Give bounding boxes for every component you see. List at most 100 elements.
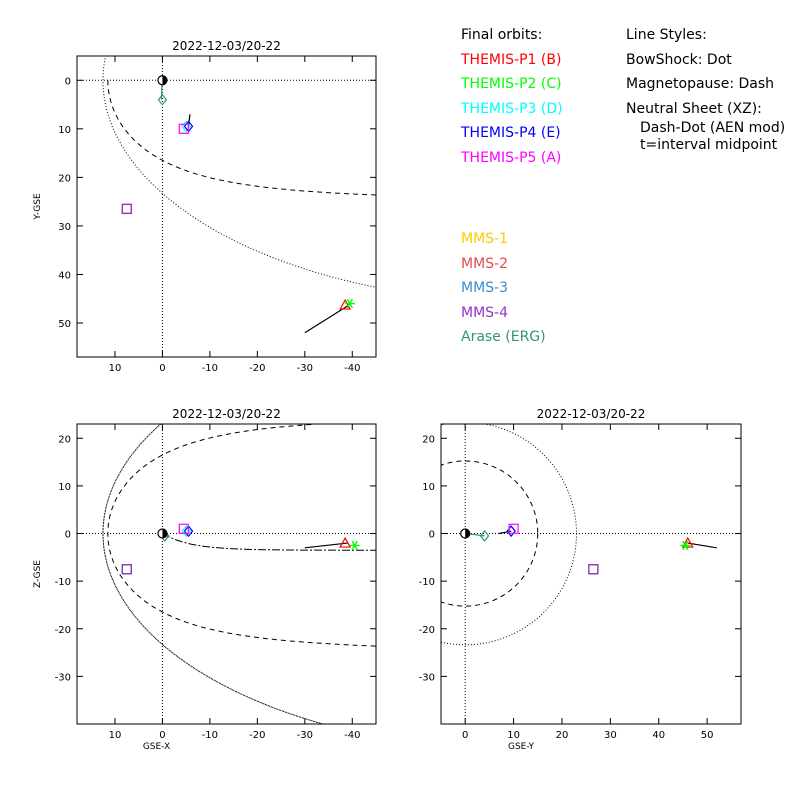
- marker-mms-4: [121, 564, 132, 575]
- x-tick-label: 30: [604, 730, 617, 741]
- marker-mms-1: [588, 564, 599, 575]
- y-tick-label: 0: [65, 530, 71, 541]
- marker-mms-2: [121, 564, 132, 575]
- neutral-sheet-dashdot: Dash-Dot (AEN mod): [640, 119, 786, 136]
- marker-mms-1: [121, 203, 132, 215]
- x-tick-label: -10: [202, 363, 218, 374]
- marker-themis-p2: [680, 540, 691, 551]
- y-tick-label: -30: [419, 672, 435, 683]
- panel-yz: 0 10 20 30 40 50 20 10 0 -10 -20 -30 2022-12-03/20-2…: [419, 407, 742, 752]
- earth-night-side: [465, 529, 470, 539]
- y-tick-label: 10: [58, 482, 71, 493]
- x-tick-label: 10: [109, 363, 122, 374]
- y-tick-label: -30: [55, 672, 71, 683]
- y-tick-label: 40: [58, 270, 71, 281]
- legend-themis-p5: THEMIS-P5 (A): [461, 149, 562, 166]
- marker-themis-p2: [344, 298, 355, 309]
- y-tick-label: 20: [58, 434, 71, 445]
- marker-themis-p1: [339, 536, 352, 548]
- marker-mms-2: [121, 203, 132, 215]
- x-tick-label: 40: [652, 730, 665, 741]
- line-styles-title: Line Styles:: [626, 27, 707, 43]
- panel-title: 2022-12-03/20-22: [172, 39, 281, 53]
- legend-arase: Arase (ERG): [461, 329, 546, 346]
- neutral-sheet-curve: [162, 533, 376, 551]
- legend-themis-p2: THEMIS-P2 (C): [461, 76, 562, 93]
- y-tick-label: -10: [419, 577, 435, 588]
- panel-title: 2022-12-03/20-22: [172, 407, 281, 421]
- marker-mms-2: [588, 564, 599, 575]
- magnetopause-curve: [107, 424, 376, 647]
- y-axis-label: Z-GSE: [33, 560, 43, 588]
- x-tick-label: -30: [297, 730, 313, 741]
- marker-themis-p4: [183, 525, 194, 538]
- legend-themis-p1: THEMIS-P1 (B): [461, 51, 562, 68]
- x-tick-label: 10: [109, 730, 122, 741]
- orbit-trail: [304, 542, 348, 549]
- y-tick-label: 0: [65, 76, 71, 87]
- x-tick-label: -40: [344, 363, 360, 374]
- y-tick-label: 50: [58, 319, 71, 330]
- y-tick-label: 10: [422, 482, 435, 493]
- y-axis-label: Y-GSE: [33, 193, 43, 221]
- marker-themis-p5: [178, 523, 189, 534]
- x-tick-label: -10: [202, 730, 218, 741]
- earth-night-side: [162, 529, 167, 539]
- magnetopause-style: Magnetopause: Dash: [626, 76, 775, 93]
- midpoint-note: t=interval midpoint: [640, 136, 778, 153]
- line-styles-legend: Line Styles: BowShock: Dot Magnetopause:…: [626, 23, 785, 154]
- y-tick-label: 10: [58, 125, 71, 136]
- y-tick-label: 20: [58, 173, 71, 184]
- x-axis-label: GSE-Y: [508, 742, 535, 752]
- marker-mms-3: [121, 203, 132, 215]
- legend-mms-2: MMS-2: [461, 255, 509, 272]
- x-tick-label: 0: [159, 730, 165, 741]
- legend-themis-p4: THEMIS-P4 (E): [461, 125, 561, 142]
- marker-mms-3: [121, 564, 132, 575]
- magnetopause-circle: [441, 460, 539, 607]
- marker-themis-p5: [508, 523, 519, 534]
- marker-themis-p1: [681, 536, 694, 548]
- plot-frame: [76, 55, 377, 358]
- y-tick-label: 0: [429, 530, 435, 541]
- x-tick-label: 0: [159, 363, 165, 374]
- bowshock-circle: [441, 424, 577, 646]
- y-tick-label: 30: [58, 222, 71, 233]
- y-tick-label: -20: [419, 625, 435, 636]
- plot-area-xy: [77, 56, 376, 357]
- panel-title: 2022-12-03/20-22: [537, 407, 646, 421]
- y-tick-label: -10: [55, 577, 71, 588]
- legend-themis-p3: THEMIS-P3 (D): [461, 100, 563, 117]
- plot-frame: [440, 423, 742, 725]
- earth-night-side: [162, 75, 167, 85]
- x-tick-label: -40: [344, 730, 360, 741]
- panel-xy: 10 0 -10 -20 -30 -40 0 10 20 30 40 50 2022-12-03/20-…: [33, 39, 377, 374]
- mms-legend: MMS-1 MMS-2 MMS-3 MMS-4 Arase (ERG): [461, 227, 546, 350]
- plot-area-yz: [441, 424, 741, 724]
- x-tick-label: 50: [701, 730, 714, 741]
- magnetopause-curve: [107, 80, 376, 196]
- x-axis-label: GSE-X: [143, 742, 170, 752]
- marker-mms-3: [588, 564, 599, 575]
- x-tick-label: 20: [556, 730, 569, 741]
- marker-arase-erg-: [157, 93, 168, 106]
- marker-themis-p3: [181, 525, 191, 538]
- orbit-trail: [304, 305, 348, 334]
- legend-mms-1: MMS-1: [461, 231, 509, 247]
- neutral-sheet-style: Neutral Sheet (XZ):: [626, 100, 762, 117]
- marker-arase-erg-: [479, 529, 490, 542]
- final-orbits-title: Final orbits:: [461, 27, 543, 43]
- y-tick-label: -20: [55, 625, 71, 636]
- bowshock-curve: [102, 56, 376, 288]
- marker-mms-4: [121, 203, 132, 215]
- legend-mms-3: MMS-3: [461, 280, 509, 297]
- x-tick-label: 10: [507, 730, 520, 741]
- marker-themis-p5: [178, 123, 189, 134]
- x-tick-label: -30: [297, 363, 313, 374]
- plot-frame: [76, 423, 377, 725]
- marker-mms-4: [588, 564, 599, 575]
- x-tick-label: -20: [249, 363, 265, 374]
- final-orbits-legend: Final orbits: THEMIS-P1 (B) THEMIS-P2 (C…: [461, 23, 563, 171]
- panel-xz: 10 0 -10 -20 -30 -40 20 10 0 -10 -20 -30 2022-12-03/…: [33, 407, 377, 752]
